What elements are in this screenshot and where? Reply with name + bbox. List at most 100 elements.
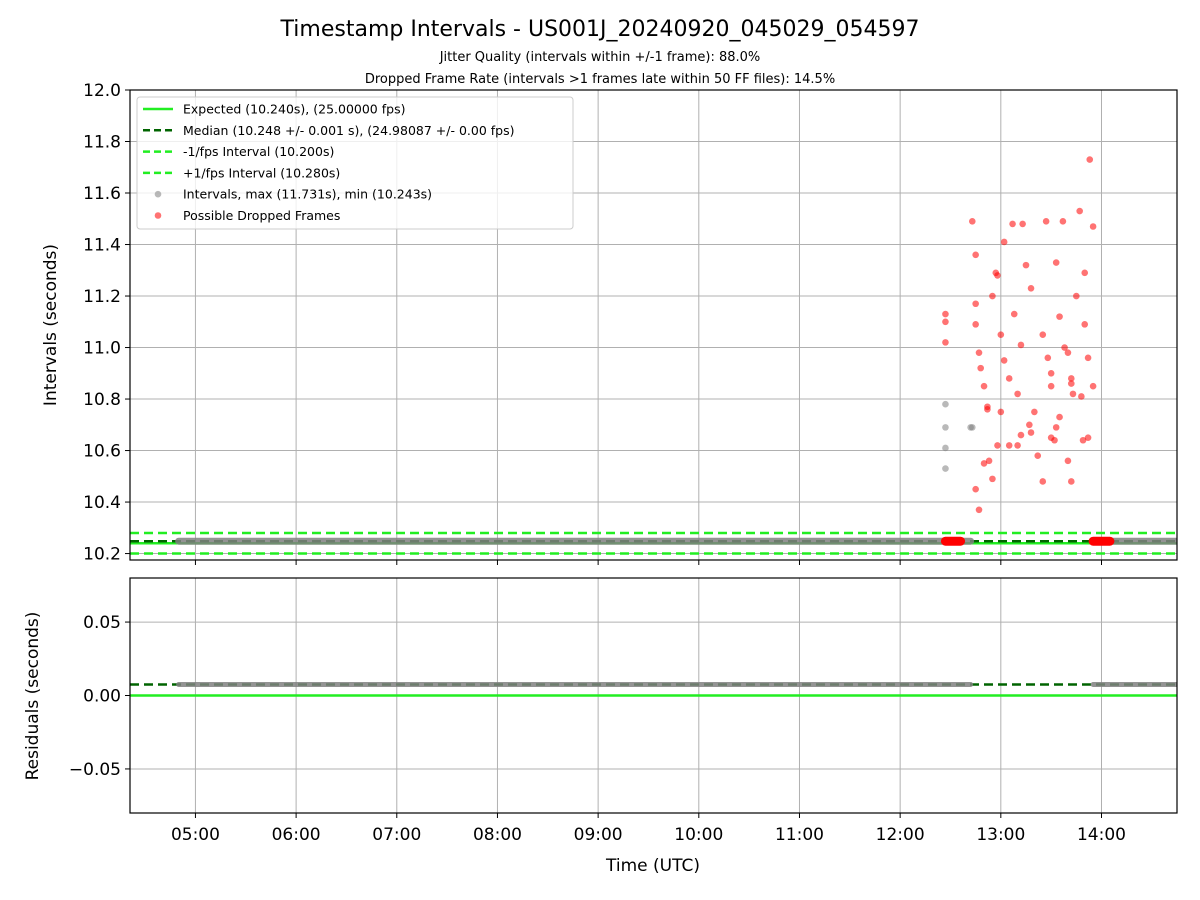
top-series-1-point-41 bbox=[1076, 207, 1083, 215]
bottom-x-tick-label-1: 06:00 bbox=[272, 825, 321, 845]
top-series-1-point-29 bbox=[1078, 393, 1085, 400]
top-y-tick-label-7: 11.6 bbox=[83, 184, 121, 204]
top-y-tick-label-4: 11.0 bbox=[83, 339, 121, 359]
top-series-1-point-3 bbox=[968, 218, 976, 225]
intervals-panel: 10.2 10.4 10.6 10.8 11.0 11.2 11.4 11.6 11.8 12.0 bbox=[83, 81, 1178, 565]
top-series-1-point-18 bbox=[1027, 285, 1035, 292]
top-series-1-point-51 bbox=[1067, 478, 1075, 485]
top-series-1-point-32 bbox=[1086, 156, 1094, 163]
top-series-1-point-36 bbox=[1089, 223, 1097, 230]
top-series-1-point-42 bbox=[985, 457, 993, 465]
top-series-1-point-34 bbox=[1009, 220, 1016, 228]
top-series-1-point-52 bbox=[989, 475, 996, 483]
chart-subtitle-jitter: Jitter Quality (intervals within +/-1 fr… bbox=[439, 50, 761, 65]
top-series-1-point-27 bbox=[1067, 375, 1075, 382]
top-series-1-point-48 bbox=[1084, 434, 1092, 441]
legend-label-2: -1/fps Interval (10.200s) bbox=[183, 144, 334, 159]
top-series-0-point-2 bbox=[942, 424, 949, 431]
top-axes-frame bbox=[129, 89, 1178, 561]
top-plot-area bbox=[130, 156, 1177, 555]
top-series-1-point-59 bbox=[1069, 390, 1077, 398]
top-series-1-point-38 bbox=[1022, 261, 1030, 269]
top-series-1-point-7 bbox=[980, 382, 988, 390]
residuals-y-axis-label: Residuals (seconds) bbox=[23, 612, 43, 781]
bottom-x-tick-label-5: 10:00 bbox=[674, 825, 723, 845]
top-series-1-point-14 bbox=[1010, 310, 1018, 318]
top-y-tick-label-0: 10.2 bbox=[83, 545, 121, 565]
top-series-1-point-6 bbox=[977, 364, 984, 372]
top-series-1-point-11 bbox=[997, 331, 1005, 338]
bottom-x-tick-label-8: 13:00 bbox=[976, 825, 1025, 845]
top-series-1-point-58 bbox=[1017, 431, 1025, 439]
top-y-tick-label-8: 11.8 bbox=[83, 133, 121, 153]
legend: Expected (10.240s), (25.00000 fps) Median… bbox=[136, 96, 574, 230]
legend-label-0: Expected (10.240s), (25.00000 fps) bbox=[183, 102, 405, 117]
top-series-1-point-33 bbox=[1089, 382, 1097, 390]
bottom-x-tick-label-9: 14:00 bbox=[1077, 825, 1126, 845]
top-series-1-point-46 bbox=[1014, 442, 1021, 449]
top-series-1-point-54 bbox=[1056, 413, 1063, 421]
top-series-1-point-50 bbox=[1034, 452, 1042, 459]
top-series-1-point-44 bbox=[1064, 457, 1072, 465]
top-series-0-point-1 bbox=[942, 444, 949, 452]
top-series-1-point-1 bbox=[942, 318, 949, 326]
top-series-1-point-25 bbox=[1056, 313, 1063, 320]
chart-subtitle-dropped: Dropped Frame Rate (intervals >1 frames … bbox=[365, 72, 835, 87]
top-series-0-point-5 bbox=[968, 424, 976, 431]
top-series-1-point-66 bbox=[1081, 269, 1089, 277]
top-series-1-point-5 bbox=[975, 349, 983, 356]
top-y-tick-label-3: 10.8 bbox=[83, 390, 121, 410]
chart-title: Timestamp Intervals - US001J_20240920_04… bbox=[280, 17, 920, 42]
top-series-1-point-35 bbox=[1042, 218, 1050, 225]
intervals-y-axis-label: Intervals (seconds) bbox=[41, 244, 61, 406]
bottom-x-tick-label-3: 08:00 bbox=[473, 825, 522, 845]
top-series-1-point-37 bbox=[992, 269, 1000, 277]
legend-label-1: Median (10.248 +/- 0.001 s), (24.98087 +… bbox=[183, 123, 514, 138]
legend-box bbox=[136, 96, 574, 230]
legend-label-4: Intervals, max (11.731s), min (10.243s) bbox=[183, 187, 432, 202]
top-series-1-point-4 bbox=[972, 321, 979, 328]
top-series-1-point-9 bbox=[989, 292, 996, 300]
top-series-1-point-12 bbox=[1000, 357, 1008, 364]
bottom-x-tick-label-0: 05:00 bbox=[171, 825, 220, 845]
top-series-1-point-49 bbox=[975, 506, 983, 514]
top-series-1-point-15 bbox=[1014, 390, 1021, 398]
x-axis-label: Time (UTC) bbox=[605, 856, 700, 876]
legend-label-3: +1/fps Interval (10.280s) bbox=[183, 165, 340, 180]
legend-label-5: Possible Dropped Frames bbox=[183, 208, 340, 223]
top-series-1-point-28 bbox=[1073, 292, 1080, 300]
top-y-tick-label-5: 11.2 bbox=[83, 287, 121, 307]
top-y-tick-label-6: 11.4 bbox=[83, 236, 121, 256]
bottom-plot-area bbox=[130, 681, 1177, 697]
top-series-1-point-45 bbox=[972, 485, 979, 493]
top-series-1-point-20 bbox=[1039, 331, 1047, 338]
top-series-1-point-70 bbox=[1067, 380, 1075, 387]
bottom-x-tick-label-2: 07:00 bbox=[372, 825, 421, 845]
top-series-1-point-56 bbox=[994, 442, 1001, 449]
top-series-1-point-13 bbox=[1005, 375, 1013, 382]
residuals-panel: 05:00 06:00 07:00 08:00 09:00 10:00 11:00 12:00… bbox=[69, 577, 1178, 845]
bottom-x-tick-label-7: 12:00 bbox=[876, 825, 925, 845]
top-y-tick-label-2: 10.6 bbox=[83, 442, 121, 462]
bottom-y-tick-label-1: 0.00 bbox=[83, 687, 121, 707]
top-series-0-point-3 bbox=[942, 400, 949, 408]
top-series-1-point-62 bbox=[1005, 442, 1013, 449]
top-series-1-point-39 bbox=[1059, 218, 1067, 225]
top-series-1-point-30 bbox=[1081, 321, 1089, 328]
bottom-x-tick-label-4: 09:00 bbox=[574, 825, 623, 845]
top-series-1-point-26 bbox=[1064, 349, 1072, 356]
top-series-1-point-61 bbox=[1052, 424, 1060, 431]
top-series-1-point-0 bbox=[942, 310, 949, 318]
legend-swatch-4 bbox=[154, 190, 162, 198]
top-series-0-point-0 bbox=[942, 465, 949, 472]
top-series-1-point-65 bbox=[1061, 344, 1068, 351]
top-series-1-point-43 bbox=[1027, 429, 1035, 436]
legend-swatch-5 bbox=[154, 212, 162, 219]
top-y-tick-label-1: 10.4 bbox=[83, 493, 121, 513]
bottom-x-tick-label-6: 11:00 bbox=[775, 825, 824, 845]
top-series-1-point-60 bbox=[984, 406, 991, 413]
top-series-1-point-2 bbox=[942, 339, 949, 346]
top-series-1-point-19 bbox=[1031, 408, 1038, 416]
bottom-y-tick-label-2: 0.05 bbox=[83, 613, 121, 633]
